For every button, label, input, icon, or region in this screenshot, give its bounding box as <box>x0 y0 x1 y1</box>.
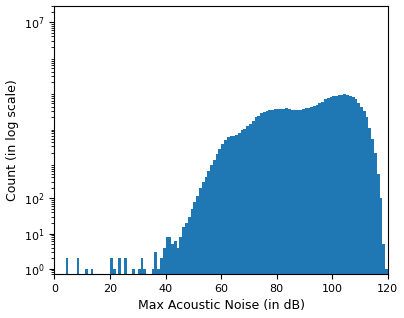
Bar <box>157 269 160 318</box>
Bar <box>316 105 318 318</box>
Bar <box>154 252 157 318</box>
Bar <box>349 96 352 318</box>
Bar <box>357 103 360 318</box>
Bar <box>235 135 238 318</box>
Bar <box>260 113 263 318</box>
Bar <box>241 130 243 318</box>
Bar <box>171 244 174 318</box>
Bar <box>202 182 204 318</box>
Bar <box>255 117 257 318</box>
Bar <box>141 258 143 318</box>
Bar <box>199 188 202 318</box>
Bar <box>271 110 274 318</box>
Bar <box>352 97 355 318</box>
Bar <box>302 109 305 318</box>
Bar <box>113 269 116 318</box>
Bar <box>338 95 341 318</box>
Bar <box>182 227 185 318</box>
Bar <box>143 269 146 318</box>
Bar <box>191 209 194 318</box>
Bar <box>243 129 246 318</box>
Bar <box>327 98 330 318</box>
Bar <box>288 109 290 318</box>
Bar <box>360 107 363 318</box>
Bar <box>371 139 374 318</box>
Bar <box>305 108 307 318</box>
Bar <box>185 223 188 318</box>
Bar <box>343 94 346 318</box>
Bar <box>160 258 163 318</box>
Bar <box>77 258 80 318</box>
Bar <box>324 99 327 318</box>
Bar <box>385 269 388 318</box>
Bar <box>118 258 121 318</box>
Bar <box>229 136 232 318</box>
Bar <box>216 154 219 318</box>
Bar <box>221 144 224 318</box>
Bar <box>293 110 296 318</box>
Bar <box>249 124 252 318</box>
Bar <box>110 258 113 318</box>
Bar <box>174 241 177 318</box>
Bar <box>263 112 266 318</box>
Bar <box>168 237 171 318</box>
Bar <box>368 128 371 318</box>
Bar <box>341 95 343 318</box>
Bar <box>274 109 277 318</box>
Bar <box>290 110 293 318</box>
Bar <box>196 196 199 318</box>
Bar <box>332 96 335 318</box>
Bar <box>132 269 135 318</box>
Bar <box>379 198 382 318</box>
Bar <box>310 107 313 318</box>
Bar <box>257 116 260 318</box>
Bar <box>179 237 182 318</box>
Bar <box>321 102 324 318</box>
Bar <box>330 97 332 318</box>
Bar <box>219 149 221 318</box>
Bar <box>232 136 235 318</box>
Bar <box>210 165 213 318</box>
Bar <box>277 109 280 318</box>
Bar <box>313 106 316 318</box>
Bar <box>355 99 357 318</box>
Bar <box>238 133 241 318</box>
Bar <box>90 269 93 318</box>
Bar <box>152 269 154 318</box>
Bar <box>266 111 268 318</box>
Bar <box>285 108 288 318</box>
Bar <box>85 269 88 318</box>
Bar <box>65 258 68 318</box>
Bar <box>227 137 229 318</box>
Bar <box>177 247 179 318</box>
Bar <box>207 171 210 318</box>
Bar <box>224 140 227 318</box>
Bar <box>374 153 377 318</box>
Bar <box>213 160 216 318</box>
Bar <box>363 111 366 318</box>
Bar <box>296 110 299 318</box>
Bar <box>282 109 285 318</box>
Bar <box>138 269 141 318</box>
Bar <box>163 247 166 318</box>
Y-axis label: Count (in log scale): Count (in log scale) <box>6 79 19 201</box>
Bar <box>382 244 385 318</box>
Bar <box>335 96 338 318</box>
Bar <box>366 117 368 318</box>
Bar <box>246 127 249 318</box>
Bar <box>188 217 191 318</box>
Bar <box>268 110 271 318</box>
X-axis label: Max Acoustic Noise (in dB): Max Acoustic Noise (in dB) <box>138 300 305 313</box>
Bar <box>194 202 196 318</box>
Bar <box>204 177 207 318</box>
Bar <box>307 107 310 318</box>
Bar <box>377 174 379 318</box>
Bar <box>346 95 349 318</box>
Bar <box>299 110 302 318</box>
Bar <box>252 121 255 318</box>
Bar <box>124 258 127 318</box>
Bar <box>318 103 321 318</box>
Bar <box>166 237 168 318</box>
Bar <box>280 109 282 318</box>
